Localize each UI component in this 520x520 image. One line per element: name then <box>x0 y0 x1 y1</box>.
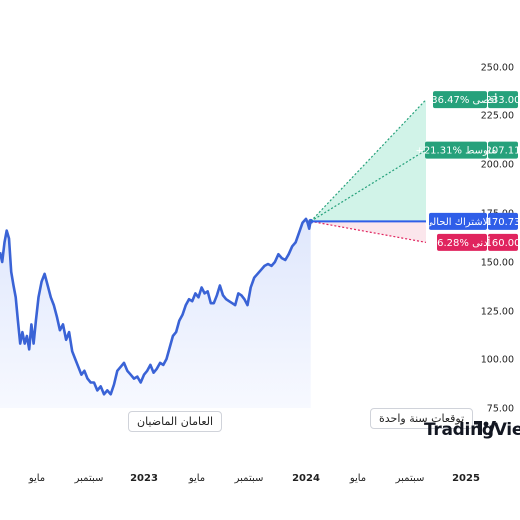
history-area-fill <box>0 218 311 408</box>
tradingview-logo-icon <box>474 421 496 435</box>
x-tick-label: مايو <box>349 473 366 484</box>
x-tick-label: سبتمبر <box>395 473 425 484</box>
x-tick-label: 2024 <box>292 473 320 484</box>
y-tick-label: 125.00 <box>481 307 514 318</box>
forecast-min-badge-value: 160.00 <box>486 238 520 249</box>
forecast-avg-badge-value: 207.11 <box>486 146 520 157</box>
y-tick-label: 150.00 <box>481 258 514 269</box>
x-tick-label: مايو <box>28 473 45 484</box>
forecast-section-label: توقعات سنة واحدة <box>370 408 474 429</box>
forecast-avg-line <box>310 149 427 222</box>
x-tick-label: سبتمبر <box>234 473 264 484</box>
forecast-avg-badge-label: +21.31% متوسط <box>415 146 496 157</box>
forecast-max-badge-label: +36.47% أقصى <box>423 93 497 106</box>
y-tick-label: 250.00 <box>481 63 514 74</box>
x-tick-label: سبتمبر <box>74 473 104 484</box>
y-tick-label: 225.00 <box>481 111 514 122</box>
history-section-label: العامان الماضيان <box>128 411 223 432</box>
brand-text: TradingView <box>424 420 520 440</box>
forecast-max-badge-value: 233.00 <box>486 95 520 106</box>
forecast-avg-badge: 207.11+21.31% متوسط <box>415 141 520 159</box>
forecast-max-badge: 233.00+36.47% أقصى <box>423 91 520 109</box>
brand-wordmark: TradingView <box>424 420 520 440</box>
y-tick-label: 100.00 <box>481 355 514 366</box>
current-price-badge-label: الاشتراك الحالي <box>425 217 491 228</box>
forecast-min-badge: 160.00-6.28% أدنى <box>434 233 520 251</box>
forecast-min-line <box>310 220 427 243</box>
x-tick-label: 2023 <box>130 473 158 484</box>
y-tick-label: 200.00 <box>481 160 514 171</box>
forecast-min-badge-label: -6.28% أدنى <box>434 236 491 249</box>
x-tick-label: 2025 <box>452 473 480 484</box>
x-tick-label: مايو <box>188 473 205 484</box>
price-history-line <box>0 217 312 396</box>
y-tick-label: 75.00 <box>487 404 514 415</box>
current-price-badge-value: 170.73 <box>486 217 520 228</box>
